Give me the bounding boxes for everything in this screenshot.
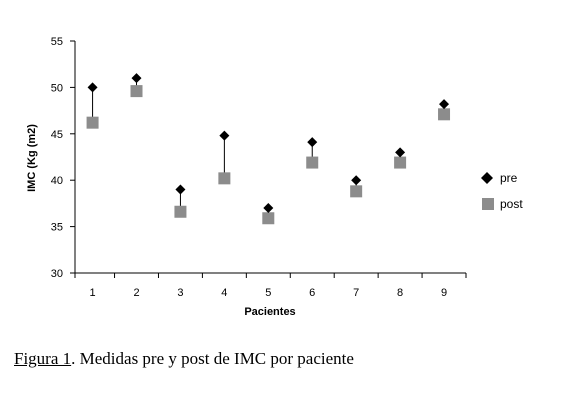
post-point (438, 108, 451, 121)
post-point (218, 172, 231, 185)
series-pre-points (87, 73, 450, 214)
y-tick-label: 30 (51, 268, 63, 280)
figure-caption-label: Figura 1 (14, 349, 72, 368)
y-axis-title: IMC (Kg (m2) (26, 124, 38, 192)
legend-pre-label: pre (500, 171, 518, 185)
pre-point (307, 137, 318, 148)
pre-point (87, 82, 98, 93)
legend-post-marker (482, 198, 494, 210)
post-point (306, 156, 319, 169)
post-point (86, 116, 99, 129)
figure-caption: Figura 1. Medidas pre y post de IMC por … (14, 349, 354, 369)
post-point (350, 185, 363, 198)
x-tick-label: 1 (90, 287, 96, 299)
legend: pre post (481, 171, 523, 211)
pre-point (131, 73, 142, 84)
x-tick-label: 3 (177, 287, 183, 299)
legend-pre-marker (481, 172, 493, 184)
pre-point (175, 184, 186, 195)
x-tick-label: 8 (397, 287, 403, 299)
post-point (174, 205, 187, 218)
y-tick-label: 55 (51, 36, 63, 48)
x-axis-title: Pacientes (244, 306, 295, 318)
y-tick-label: 50 (51, 82, 63, 94)
post-point (262, 212, 275, 225)
series-post-points (86, 85, 451, 225)
y-tick-label: 35 (51, 222, 63, 234)
x-tick-label: 4 (221, 287, 227, 299)
y-tick-label: 45 (51, 129, 63, 141)
legend-post-label: post (500, 197, 523, 211)
legend-item-post: post (482, 197, 523, 211)
pre-point (351, 175, 362, 186)
y-axis-ticks: 30 35 40 45 50 55 (51, 36, 75, 280)
x-tick-label: 6 (309, 287, 315, 299)
x-axis-ticks: 1 2 3 4 5 6 7 8 9 (74, 273, 467, 299)
pre-point (263, 203, 274, 214)
figure-caption-text: . Medidas pre y post de IMC por paciente (71, 349, 354, 368)
y-tick-label: 40 (51, 175, 63, 187)
pre-post-connectors (92, 78, 445, 219)
x-tick-label: 2 (133, 287, 139, 299)
pre-point (219, 130, 230, 141)
x-tick-label: 5 (265, 287, 271, 299)
legend-item-pre: pre (481, 171, 518, 185)
x-tick-label: 7 (353, 287, 359, 299)
pre-point (395, 147, 406, 158)
x-tick-label: 9 (441, 287, 447, 299)
post-point (394, 156, 407, 169)
post-point (130, 85, 143, 98)
pre-point (439, 99, 450, 110)
